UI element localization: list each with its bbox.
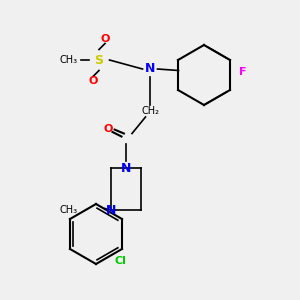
Text: Cl: Cl <box>114 256 126 266</box>
Text: O: O <box>103 124 113 134</box>
Text: CH₂: CH₂ <box>141 106 159 116</box>
Text: CH₃: CH₃ <box>60 205 78 215</box>
Text: N: N <box>121 161 131 175</box>
Text: CH₃: CH₃ <box>60 55 78 65</box>
Text: O: O <box>88 76 98 86</box>
Text: O: O <box>100 34 110 44</box>
Text: S: S <box>94 53 103 67</box>
Text: N: N <box>106 203 116 217</box>
Text: N: N <box>145 62 155 76</box>
Text: F: F <box>239 67 247 77</box>
